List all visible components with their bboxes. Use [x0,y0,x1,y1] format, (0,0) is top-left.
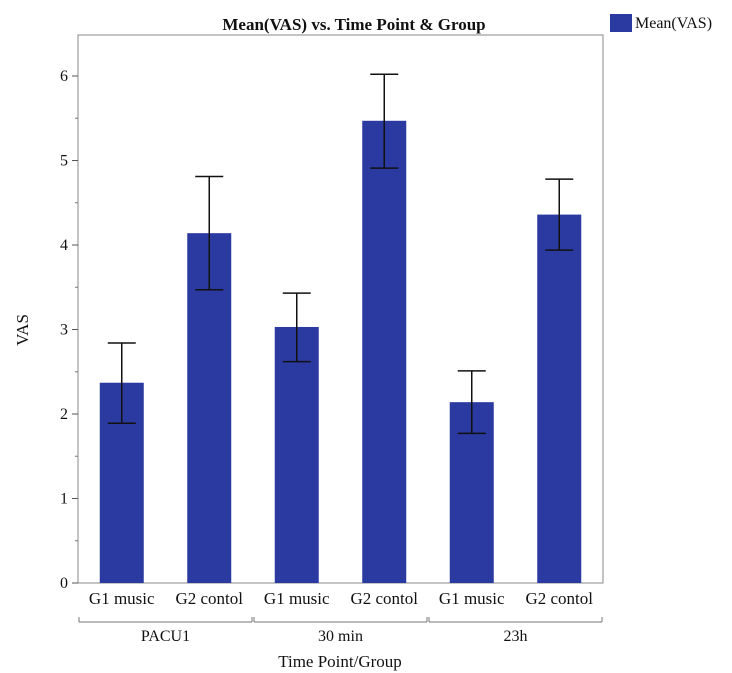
legend-swatch [610,14,632,32]
x-tick-label: G2 contol [525,589,593,608]
y-tick-label: 4 [60,237,68,254]
plot-frame [77,34,604,584]
x-tick-label: G1 music [89,589,155,608]
x-axis-title: Time Point/Group [278,652,402,671]
y-tick-label: 5 [60,153,68,170]
bar [274,326,319,583]
y-tick-label: 3 [60,322,68,339]
x-axis: G1 music G2 contol G1 music G2 contol G1 mus… [78,589,603,645]
x-tick-label: G2 contol [175,589,243,608]
y-tick-label: 0 [60,575,68,592]
y-tick-label: 1 [60,491,68,508]
y-axis-title: VAS [13,314,32,346]
bars [99,120,582,584]
bar [537,214,582,583]
chart-title: Mean(VAS) vs. Time Point & Group [222,15,485,34]
y-axis: 0 1 2 3 4 5 6 [60,68,78,592]
x-tick-label: G1 music [439,589,505,608]
group-label: 23h [504,628,528,645]
x-tick-label: G2 contol [350,589,418,608]
bar [187,233,232,584]
bar [362,120,407,583]
y-tick-label: 2 [60,406,68,423]
legend-label: Mean(VAS) [635,15,712,32]
y-tick-label: 6 [60,68,68,85]
error-bars [107,73,574,435]
group-label: 30 min [318,628,363,645]
legend: Mean(VAS) [610,14,712,32]
x-tick-label: G1 music [264,589,330,608]
group-label: PACU1 [141,628,190,645]
